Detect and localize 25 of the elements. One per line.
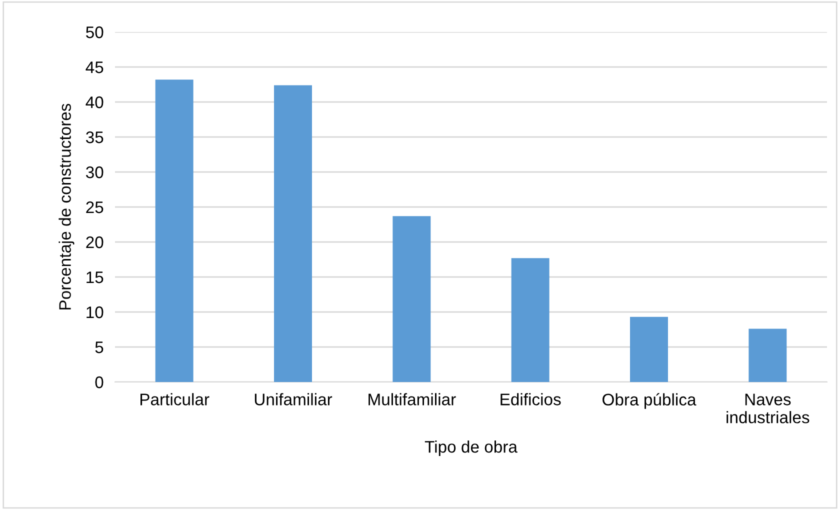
y-tick-label: 5 bbox=[95, 342, 104, 354]
x-tick-label: Multifamiliar bbox=[368, 393, 456, 406]
y-tick-label: 25 bbox=[86, 201, 104, 214]
y-tick-label: 0 bbox=[95, 376, 104, 388]
y-tick-label: 20 bbox=[86, 236, 104, 248]
bar bbox=[274, 85, 312, 382]
x-tick-label: Unifamiliar bbox=[254, 393, 332, 406]
y-tick-label: 35 bbox=[86, 131, 104, 144]
bar bbox=[392, 216, 431, 382]
x-tick-label: Naves industriales bbox=[726, 394, 810, 424]
y-tick-label: 10 bbox=[86, 306, 104, 318]
y-tick-label: 45 bbox=[86, 62, 104, 74]
x-tick-label: Particular bbox=[140, 393, 210, 406]
y-axis-title: Porcentaje de constructores bbox=[58, 104, 74, 310]
y-tick-label: 30 bbox=[86, 166, 104, 178]
y-tick-label: 15 bbox=[86, 272, 104, 284]
x-tick-label: Edificios bbox=[500, 393, 561, 406]
bar bbox=[511, 258, 550, 382]
x-axis-title: Tipo de obra bbox=[424, 440, 518, 456]
bar bbox=[748, 328, 787, 382]
y-tick-label: 50 bbox=[86, 26, 104, 38]
bar bbox=[155, 80, 194, 382]
bar bbox=[630, 316, 668, 382]
x-tick-label: Obra pública bbox=[602, 393, 696, 409]
y-tick-label: 40 bbox=[86, 96, 104, 108]
